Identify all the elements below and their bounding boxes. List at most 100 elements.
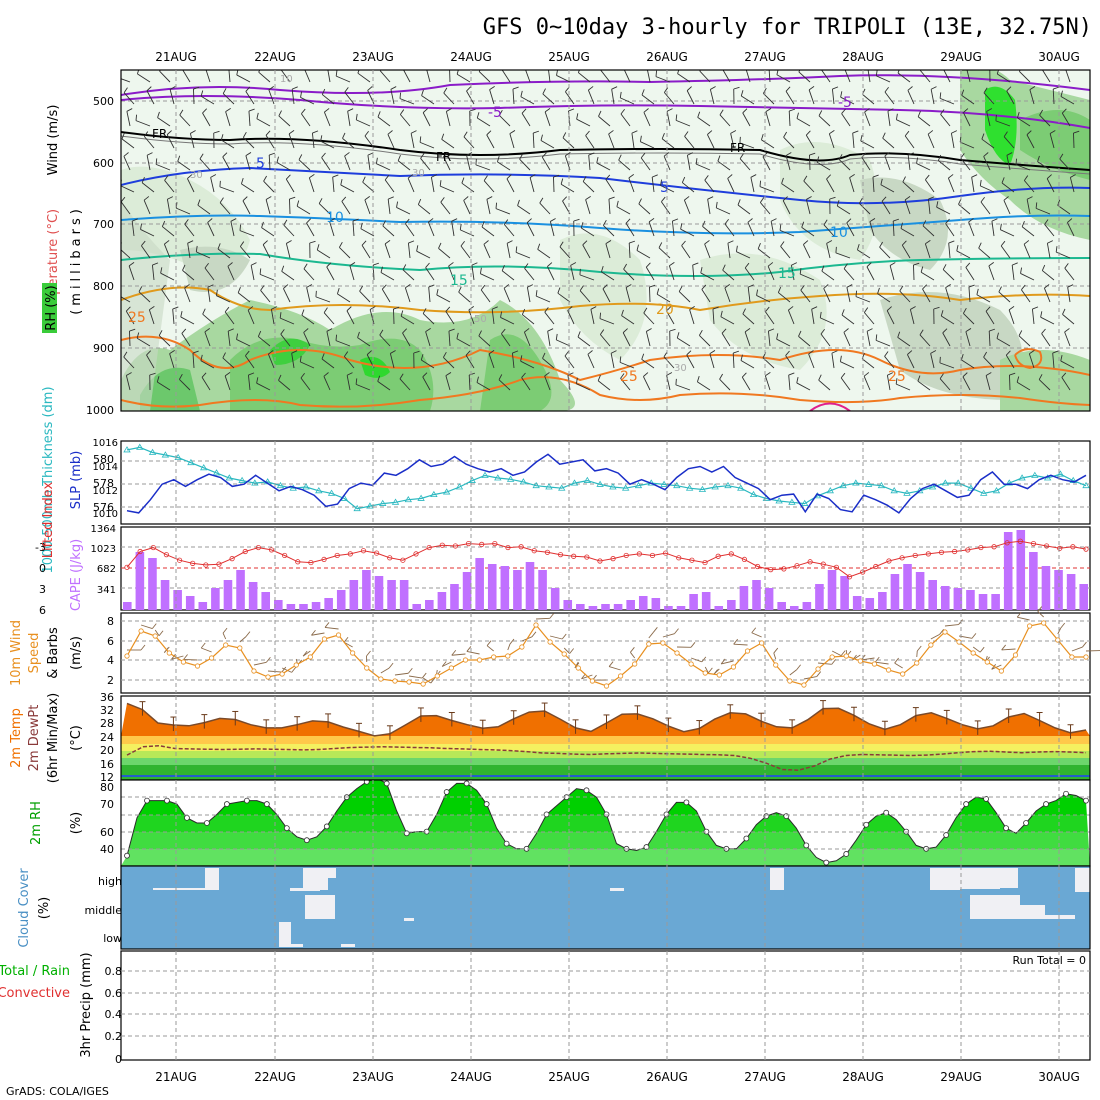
wind-barb-flag (720, 658, 726, 665)
li-point (715, 553, 721, 559)
upper-barb (207, 222, 215, 237)
upper-barb (963, 112, 971, 127)
upper-barb-flag (283, 219, 288, 226)
li-point (308, 559, 314, 566)
upper-barb-flag (524, 263, 529, 269)
upper-barb (537, 249, 551, 259)
upper-barb (640, 157, 651, 171)
wind10-markers (124, 620, 1089, 689)
upper-barb (619, 361, 635, 369)
upper-barb-flag (981, 133, 985, 140)
upper-barb (922, 225, 935, 237)
cape-bar (412, 604, 422, 610)
upper-barb-flag (717, 155, 721, 162)
upper-barb (166, 199, 171, 215)
upper-barb (135, 120, 151, 127)
thickness-point (1005, 479, 1013, 486)
upper-barb (553, 176, 555, 193)
upper-barb (344, 91, 355, 105)
wind-point (928, 642, 934, 648)
upper-barb-flag (656, 288, 660, 295)
upper-barb (841, 314, 855, 325)
wind-barb-flag (690, 642, 696, 648)
contour-label: 50 (474, 314, 487, 325)
upper-barb-flag (785, 350, 790, 356)
li-point (965, 547, 971, 553)
rh-point (963, 801, 970, 807)
upper-barb-flag (619, 356, 622, 363)
upper-barb-flag (417, 198, 422, 205)
li-point (137, 548, 143, 555)
upper-barb (826, 243, 831, 259)
wind-point (688, 661, 694, 667)
thickness-tick: 580 (93, 453, 114, 466)
upper-barb-flag (204, 328, 211, 333)
upper-barb (756, 295, 771, 303)
wind-point (279, 671, 285, 677)
upper-barb (381, 288, 391, 303)
upper-barb-flag (425, 262, 430, 268)
upper-barb (544, 375, 551, 391)
upper-barb (301, 314, 315, 325)
thickness-point (570, 479, 579, 486)
thickness-point (685, 484, 694, 491)
upper-barb (1017, 117, 1031, 127)
upper-barb-flag (193, 86, 200, 90)
upper-barb-flag (560, 178, 564, 185)
upper-barb-flag (864, 108, 870, 113)
upper-barb-flag (1003, 131, 1008, 137)
slp-ylabel: SLP (mb) (69, 451, 84, 510)
upper-barb (927, 134, 935, 149)
upper-barb (300, 361, 315, 369)
upper-barb-flag (263, 175, 268, 182)
upper-barb-flag (872, 174, 879, 178)
rh-point (643, 844, 650, 850)
upper-barb-flag (567, 306, 573, 311)
upper-barb-flag (236, 333, 239, 340)
thickness-point (506, 475, 515, 482)
upper-barb (1073, 132, 1075, 149)
upper-barb-flag (1044, 219, 1049, 225)
upper-barb-flag (704, 175, 709, 181)
contour-label: 15 (778, 266, 796, 282)
upper-barb (443, 156, 451, 171)
upper-barb (347, 111, 351, 127)
upper-barb-flag (590, 306, 597, 310)
upper-barb-flag (248, 372, 255, 376)
thickness-point (148, 448, 157, 455)
upper-barb-flag (535, 290, 538, 297)
thickness-tick: 576 (93, 501, 114, 514)
upper-barb-flag (701, 284, 707, 290)
wind-point (265, 674, 271, 680)
cape-bar (576, 604, 585, 610)
upper-barb-flag (588, 86, 594, 91)
upper-barb (1020, 273, 1035, 281)
upper-barb-flag (770, 218, 777, 222)
upper-barb (303, 268, 315, 281)
upper-barb-flag (1023, 240, 1030, 245)
upper-barb-flag (327, 65, 332, 68)
upper-barb-flag (443, 152, 449, 157)
upper-barb (732, 352, 735, 369)
cape-bar (752, 580, 761, 610)
wind-barb (690, 657, 702, 663)
thickness-point (1018, 474, 1026, 481)
upper-barb (384, 243, 391, 259)
upper-barb-flag (387, 196, 394, 200)
rh-point (144, 797, 150, 804)
upper-barb (405, 223, 415, 237)
upper-barb-flag (399, 92, 402, 99)
wind-barb (281, 667, 292, 673)
upper-barb-flag (517, 199, 520, 206)
upper-barb (483, 244, 491, 259)
upper-barb (200, 360, 215, 369)
wind-point (561, 651, 567, 657)
upper-barb-flag (281, 70, 282, 71)
wind-barb-flag (451, 649, 457, 656)
upper-barb (966, 70, 971, 83)
wind-barb (721, 660, 734, 665)
upper-barb-flag (821, 265, 825, 272)
upper-barb (157, 381, 171, 391)
cape-bar (437, 592, 447, 610)
upper-barb (357, 337, 371, 347)
